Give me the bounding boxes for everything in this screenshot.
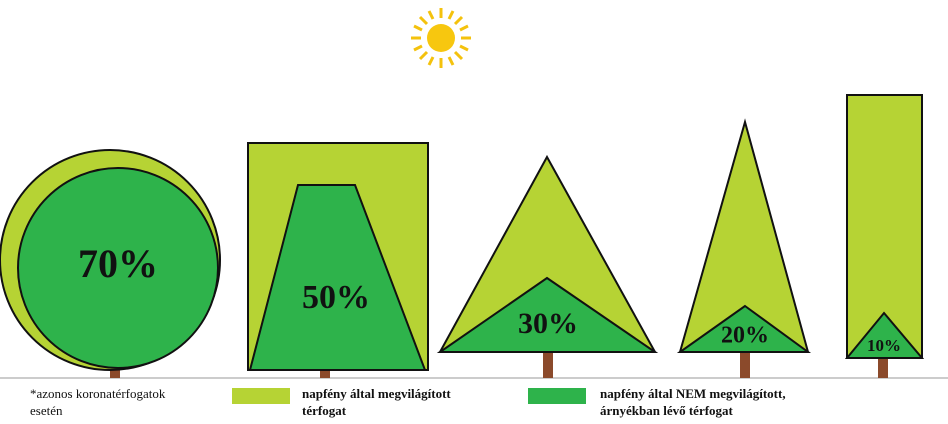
shaded-volume bbox=[248, 184, 427, 371]
legend-text: napfény által megvilágított bbox=[302, 386, 451, 401]
note: esetén bbox=[30, 403, 63, 418]
percent-label: 20% bbox=[721, 323, 769, 349]
trunk bbox=[740, 352, 750, 378]
shaded-volume bbox=[17, 167, 219, 369]
percent-label: 10% bbox=[867, 336, 901, 355]
trunk bbox=[543, 352, 553, 378]
sun bbox=[411, 8, 471, 68]
trunk bbox=[878, 358, 888, 378]
legend-text: napfény által NEM megvilágított, bbox=[600, 386, 786, 401]
percent-label: 30% bbox=[518, 307, 578, 340]
legend-text: térfogat bbox=[302, 403, 347, 418]
note: *azonos koronatérfogatok bbox=[30, 386, 166, 401]
legend-swatch bbox=[528, 388, 586, 404]
tree-column: 10% bbox=[844, 94, 925, 378]
trunk bbox=[320, 368, 330, 378]
tree-round: 70% bbox=[0, 149, 221, 378]
percent-label: 70% bbox=[78, 241, 158, 286]
tree-narrow-cone: 20% bbox=[676, 118, 812, 378]
percent-label: 50% bbox=[302, 279, 370, 316]
tree-cone: 30% bbox=[436, 154, 659, 378]
legend-swatch bbox=[232, 388, 290, 404]
tree-square: 50% bbox=[247, 142, 429, 378]
legend-text: árnyékban lévő térfogat bbox=[600, 403, 734, 418]
shaded-volume bbox=[676, 304, 812, 353]
shaded-volume bbox=[844, 311, 925, 359]
shaded-volume bbox=[436, 276, 659, 353]
